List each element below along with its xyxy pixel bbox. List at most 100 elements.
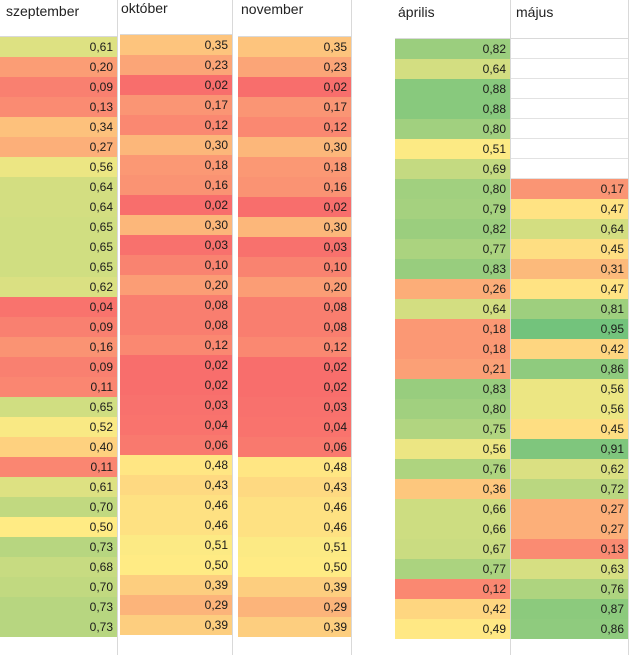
data-cell[interactable]: 0,09 [0, 317, 117, 337]
data-cell[interactable]: 0,43 [120, 475, 232, 495]
data-cell[interactable]: 0,51 [120, 535, 232, 555]
data-cell[interactable]: 0,06 [120, 435, 232, 455]
data-cell[interactable]: 0,26 [395, 279, 510, 299]
data-cell[interactable]: 0,45 [510, 419, 628, 439]
data-cell[interactable]: 0,86 [510, 619, 628, 639]
data-cell[interactable]: 0,42 [395, 599, 510, 619]
data-cell[interactable]: 0,64 [395, 59, 510, 79]
data-cell[interactable]: 0,56 [510, 399, 628, 419]
data-cell[interactable]: 0,69 [395, 159, 510, 179]
data-cell[interactable]: 0,30 [238, 217, 351, 237]
data-cell[interactable]: 0,70 [0, 577, 117, 597]
data-cell[interactable]: 0,79 [395, 199, 510, 219]
data-cell[interactable]: 0,87 [510, 599, 628, 619]
data-cell[interactable]: 0,77 [395, 239, 510, 259]
data-cell[interactable]: 0,64 [0, 197, 117, 217]
data-cell[interactable] [510, 79, 628, 99]
data-cell[interactable]: 0,70 [0, 497, 117, 517]
data-cell[interactable]: 0,39 [120, 575, 232, 595]
data-cell[interactable]: 0,77 [395, 559, 510, 579]
header-spacer-cell[interactable] [510, 20, 628, 39]
data-cell[interactable]: 0,80 [395, 399, 510, 419]
data-cell[interactable]: 0,30 [120, 215, 232, 235]
header-spacer-cell[interactable] [0, 18, 117, 37]
data-cell[interactable]: 0,20 [238, 277, 351, 297]
data-cell[interactable] [510, 159, 628, 179]
data-cell[interactable]: 0,30 [238, 137, 351, 157]
data-cell[interactable]: 0,46 [120, 495, 232, 515]
data-cell[interactable]: 0,50 [238, 557, 351, 577]
data-cell[interactable] [510, 59, 628, 79]
data-cell[interactable]: 0,08 [238, 317, 351, 337]
data-cell[interactable]: 0,63 [510, 559, 628, 579]
data-cell[interactable]: 0,43 [238, 477, 351, 497]
data-cell[interactable]: 0,02 [238, 357, 351, 377]
data-cell[interactable]: 0,11 [0, 457, 117, 477]
data-cell[interactable]: 0,04 [238, 417, 351, 437]
data-cell[interactable]: 0,68 [0, 557, 117, 577]
data-cell[interactable] [510, 39, 628, 59]
data-cell[interactable]: 0,67 [395, 539, 510, 559]
data-cell[interactable] [510, 139, 628, 159]
data-cell[interactable]: 0,66 [395, 519, 510, 539]
data-cell[interactable]: 0,35 [120, 35, 232, 55]
data-cell[interactable]: 0,62 [510, 459, 628, 479]
data-cell[interactable]: 0,52 [0, 417, 117, 437]
data-cell[interactable]: 0,65 [0, 217, 117, 237]
data-cell[interactable]: 0,12 [120, 115, 232, 135]
data-cell[interactable]: 0,39 [238, 577, 351, 597]
data-cell[interactable]: 0,45 [510, 239, 628, 259]
data-cell[interactable]: 0,27 [510, 499, 628, 519]
data-cell[interactable]: 0,73 [0, 537, 117, 557]
data-cell[interactable]: 0,64 [395, 299, 510, 319]
data-cell[interactable]: 0,03 [238, 397, 351, 417]
data-cell[interactable]: 0,29 [120, 595, 232, 615]
data-cell[interactable]: 0,02 [120, 355, 232, 375]
data-cell[interactable]: 0,95 [510, 319, 628, 339]
data-cell[interactable]: 0,91 [510, 439, 628, 459]
data-cell[interactable]: 0,88 [395, 99, 510, 119]
data-cell[interactable]: 0,48 [120, 455, 232, 475]
column-header[interactable]: szeptember [6, 3, 80, 19]
data-cell[interactable]: 0,46 [238, 497, 351, 517]
data-cell[interactable]: 0,23 [238, 57, 351, 77]
header-spacer-cell[interactable] [238, 18, 351, 37]
data-cell[interactable]: 0,62 [0, 277, 117, 297]
data-cell[interactable]: 0,10 [120, 255, 232, 275]
data-cell[interactable]: 0,83 [395, 379, 510, 399]
data-cell[interactable]: 0,18 [395, 339, 510, 359]
data-cell[interactable]: 0,18 [395, 319, 510, 339]
data-cell[interactable]: 0,51 [238, 537, 351, 557]
header-spacer-cell[interactable] [120, 16, 232, 35]
data-cell[interactable]: 0,88 [395, 79, 510, 99]
data-cell[interactable]: 0,16 [0, 337, 117, 357]
data-cell[interactable]: 0,02 [238, 197, 351, 217]
column-header[interactable]: május [516, 4, 554, 20]
data-cell[interactable]: 0,65 [0, 237, 117, 257]
data-cell[interactable]: 0,02 [120, 375, 232, 395]
data-cell[interactable]: 0,11 [0, 377, 117, 397]
data-cell[interactable]: 0,27 [0, 137, 117, 157]
data-cell[interactable]: 0,64 [510, 219, 628, 239]
data-cell[interactable]: 0,17 [510, 179, 628, 199]
data-cell[interactable]: 0,02 [238, 77, 351, 97]
data-cell[interactable]: 0,12 [238, 337, 351, 357]
data-cell[interactable]: 0,31 [510, 259, 628, 279]
data-cell[interactable]: 0,51 [395, 139, 510, 159]
data-cell[interactable]: 0,08 [238, 297, 351, 317]
data-cell[interactable]: 0,02 [120, 195, 232, 215]
data-cell[interactable] [510, 99, 628, 119]
data-cell[interactable]: 0,61 [0, 37, 117, 57]
header-spacer-cell[interactable] [395, 20, 510, 39]
data-cell[interactable]: 0,50 [0, 517, 117, 537]
data-cell[interactable]: 0,30 [120, 135, 232, 155]
data-cell[interactable]: 0,46 [238, 517, 351, 537]
data-cell[interactable]: 0,08 [120, 295, 232, 315]
data-cell[interactable]: 0,21 [395, 359, 510, 379]
data-cell[interactable]: 0,56 [510, 379, 628, 399]
data-cell[interactable]: 0,02 [120, 75, 232, 95]
data-cell[interactable]: 0,39 [238, 617, 351, 637]
data-cell[interactable]: 0,29 [238, 597, 351, 617]
data-cell[interactable]: 0,36 [395, 479, 510, 499]
data-cell[interactable]: 0,08 [120, 315, 232, 335]
